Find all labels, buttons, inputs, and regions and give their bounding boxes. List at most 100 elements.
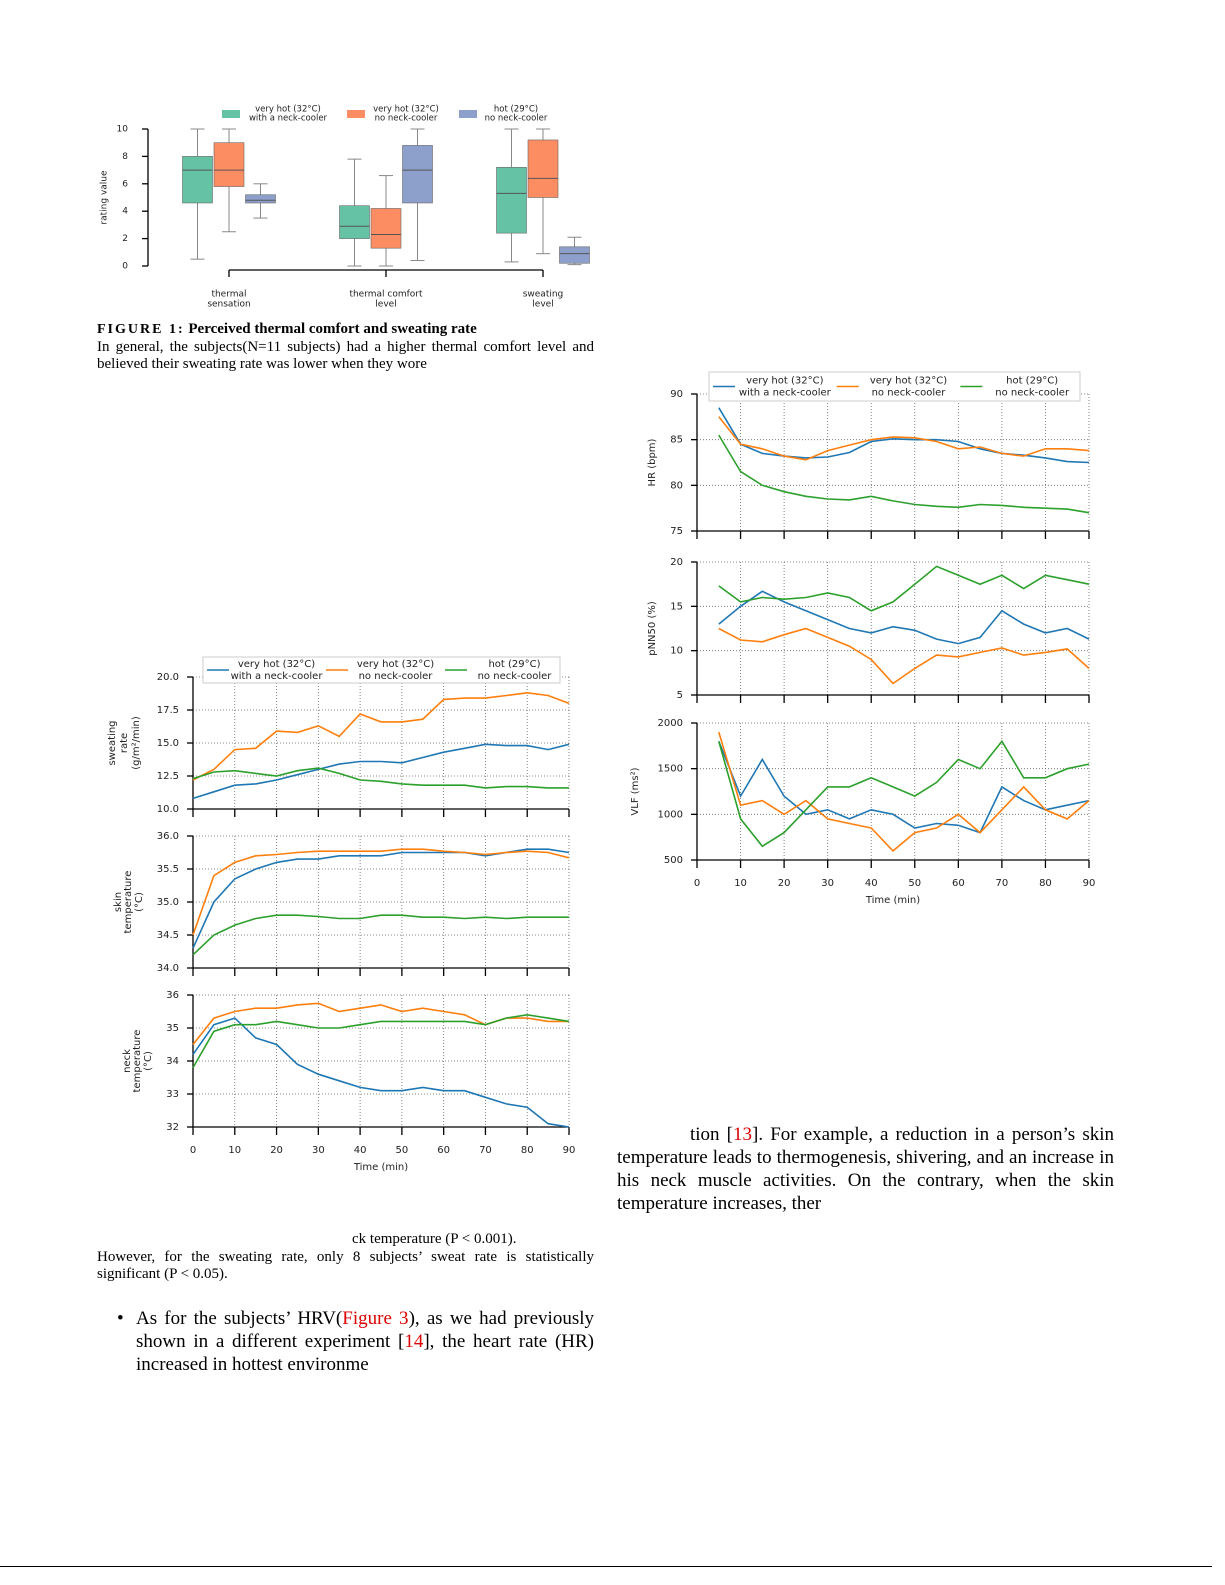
y-tick-label: 10.0 xyxy=(157,804,179,815)
data-line xyxy=(192,743,570,800)
legend-label: very hot (32°C) xyxy=(238,659,315,670)
x-tick-label: 40 xyxy=(865,878,878,889)
x-tick-label: 90 xyxy=(1083,878,1096,889)
paragraph: However, for the sweating rate, only 8 s… xyxy=(97,1249,594,1282)
legend-label: hot (29°C) xyxy=(1006,376,1058,387)
x-tick-label: 60 xyxy=(437,1145,450,1156)
data-line xyxy=(718,741,1090,834)
y-axis-label: (°C) xyxy=(143,1051,154,1071)
legend-label: no neck-cooler xyxy=(872,388,947,399)
y-axis-label: temperature xyxy=(132,1030,143,1093)
y-axis-label: temperature xyxy=(123,871,134,934)
x-tick-label: 30 xyxy=(821,878,834,889)
y-tick-label: 35.0 xyxy=(157,897,179,908)
text-run: ), as we had previously shown in a diffe… xyxy=(136,1308,594,1352)
y-tick-label: 90 xyxy=(670,389,683,400)
x-tick-label: 20 xyxy=(778,878,791,889)
x-tick-label: 50 xyxy=(908,878,921,889)
data-line xyxy=(718,565,1090,612)
text-run: tion [ xyxy=(690,1124,734,1145)
x-tick-label: 80 xyxy=(1039,878,1052,889)
y-tick-label: 6 xyxy=(122,179,128,189)
y-tick-label: 12.5 xyxy=(157,771,179,782)
y-axis-label: rating value xyxy=(100,170,110,225)
x-tick-label: 60 xyxy=(952,878,965,889)
y-tick-label: 85 xyxy=(670,435,683,446)
box xyxy=(182,156,213,204)
legend-label: hot (29°C) xyxy=(488,659,540,670)
legend-label: very hot (32°C) xyxy=(746,376,823,387)
data-line xyxy=(718,407,1090,464)
y-tick-label: 8 xyxy=(122,152,128,162)
legend-box xyxy=(202,656,561,684)
x-tick-label: level xyxy=(375,300,396,310)
y-tick-label: 17.5 xyxy=(157,705,179,716)
x-tick-label: 70 xyxy=(479,1145,492,1156)
legend-label: no neck-cooler xyxy=(485,114,548,124)
y-tick-label: 36.0 xyxy=(157,831,179,842)
figure-caption: FIGURE 1: Perceived thermal comfort and … xyxy=(97,321,594,338)
y-tick-label: 1500 xyxy=(658,764,683,775)
box xyxy=(496,167,527,234)
y-tick-label: 10 xyxy=(670,646,683,657)
x-tick-label: 30 xyxy=(312,1145,325,1156)
y-tick-label: 34.0 xyxy=(157,963,179,974)
box xyxy=(527,139,559,198)
citation-link[interactable]: 13 xyxy=(733,1124,753,1145)
text-run: ], the heart rate (HR) increased in hott… xyxy=(136,1331,594,1375)
y-axis-label: HR (bpm) xyxy=(647,438,658,486)
y-axis-label: neck xyxy=(122,1049,133,1073)
legend-label: with a neck-cooler xyxy=(231,671,324,682)
x-tick-label: 70 xyxy=(996,878,1009,889)
bullet-text: As for the subjects’ HRV(Figure 3), as w… xyxy=(136,1307,594,1376)
page-rule xyxy=(0,1566,1212,1567)
legend-label: no neck-cooler xyxy=(375,114,438,124)
y-tick-label: 75 xyxy=(670,526,683,537)
data-line xyxy=(192,848,570,936)
y-tick-label: 20.0 xyxy=(157,672,179,683)
data-line xyxy=(192,1017,570,1128)
y-tick-label: 5 xyxy=(677,690,683,701)
x-tick-label: 0 xyxy=(694,878,700,889)
y-tick-label: 10 xyxy=(117,125,129,135)
data-line xyxy=(192,848,570,949)
y-tick-label: 33 xyxy=(166,1089,179,1100)
box xyxy=(339,205,370,239)
y-tick-label: 2000 xyxy=(658,718,683,729)
x-tick-label: 80 xyxy=(521,1145,534,1156)
data-line xyxy=(718,731,1090,852)
right-paragraph: tion [13]. For example, a reduction in a… xyxy=(617,1123,1114,1215)
legend-swatch xyxy=(459,110,477,118)
box xyxy=(245,194,276,204)
x-tick-label: thermal xyxy=(211,290,246,300)
text-fragment: ck temperature (P < 0.001). xyxy=(352,1231,517,1247)
bullet-dot: • xyxy=(117,1308,124,1329)
legend-label: no neck-cooler xyxy=(995,388,1070,399)
legend-box xyxy=(708,371,1081,402)
legend-label: very hot (32°C) xyxy=(870,376,947,387)
legend-swatch xyxy=(222,110,240,118)
y-tick-label: 32 xyxy=(166,1122,179,1133)
legend-label: no neck-cooler xyxy=(478,671,553,682)
citation-link[interactable]: Figure 3 xyxy=(342,1308,409,1329)
data-line xyxy=(718,627,1090,685)
citation-link[interactable]: 14 xyxy=(404,1331,424,1352)
y-tick-label: 0 xyxy=(122,262,128,272)
data-line xyxy=(192,914,569,956)
y-tick-label: 15.0 xyxy=(157,738,179,749)
y-axis-label: pNN50 (%) xyxy=(647,601,658,656)
box xyxy=(402,145,433,204)
x-tick-label: level xyxy=(532,300,553,310)
box xyxy=(213,142,245,187)
y-axis-label: (g/m²/min) xyxy=(131,716,142,770)
y-axis-label: (°C) xyxy=(134,892,145,912)
x-tick-label: 10 xyxy=(734,878,747,889)
legend-label: no neck-cooler xyxy=(359,671,434,682)
text-run: ]. For example, a reduction in a person’… xyxy=(617,1124,1114,1214)
x-axis-label: Time (min) xyxy=(353,1162,408,1173)
y-tick-label: 4 xyxy=(122,207,128,217)
y-tick-label: 34.5 xyxy=(157,930,179,941)
legend-label: with a neck-cooler xyxy=(739,388,832,399)
text-run: As for the subjects’ HRV( xyxy=(136,1308,343,1329)
